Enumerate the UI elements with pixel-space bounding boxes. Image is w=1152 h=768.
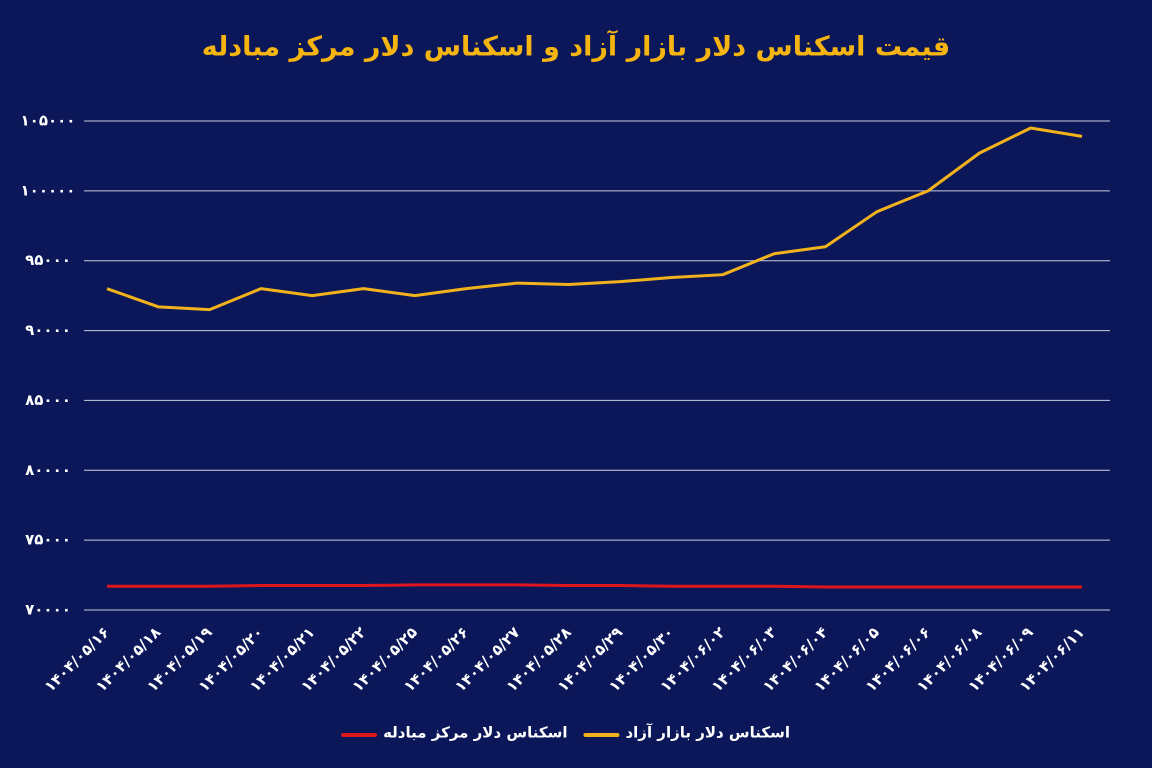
y-tick-label: ۹۰۰۰۰ — [25, 321, 71, 339]
series-line — [106, 126, 1083, 312]
y-tick-label: ۱۰۵۰۰۰ — [21, 112, 76, 130]
series-line — [107, 583, 1082, 589]
y-tick-label: ۸۰۰۰۰ — [25, 461, 71, 479]
legend-label: اسکناس دلار مرکز مبادله — [383, 724, 567, 742]
y-tick-label: ۸۵۰۰۰ — [25, 391, 71, 409]
legend-label: اسکناس دلار بازار آزاد — [625, 724, 790, 742]
y-tick-label: ۷۰۰۰۰ — [25, 601, 71, 619]
y-tick-label: ۷۵۰۰۰ — [25, 531, 71, 549]
y-tick-label: ۱۰۰۰۰۰ — [21, 181, 76, 199]
chart-title: قیمت اسکناس دلار بازار آزاد و اسکناس دلا… — [202, 30, 950, 63]
y-tick-label: ۹۵۰۰۰ — [25, 251, 71, 269]
